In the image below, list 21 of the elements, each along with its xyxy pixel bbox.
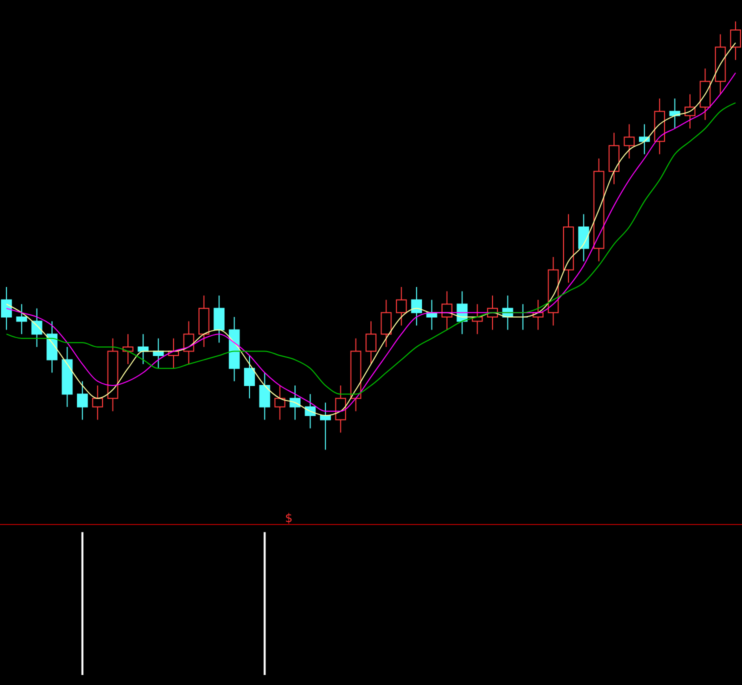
candlestick [320,402,331,450]
candlestick [380,299,392,348]
candlestick [290,385,300,420]
candlestick [259,372,270,420]
candlestick [442,290,452,330]
candlestick [578,214,590,262]
candlestick [92,385,104,420]
candlestick [1,286,12,330]
candlestick [335,385,346,434]
candlestick [31,308,42,348]
candlestick [274,385,286,420]
candlestick [244,355,255,399]
candlestick [624,124,635,159]
candlestick [214,295,225,344]
candlestick [396,286,407,326]
candlestick [638,124,650,155]
candlestick [16,304,28,335]
candlestick [366,320,376,365]
candlestick [76,380,88,420]
candlestick [411,286,422,326]
text: $ [285,511,293,525]
